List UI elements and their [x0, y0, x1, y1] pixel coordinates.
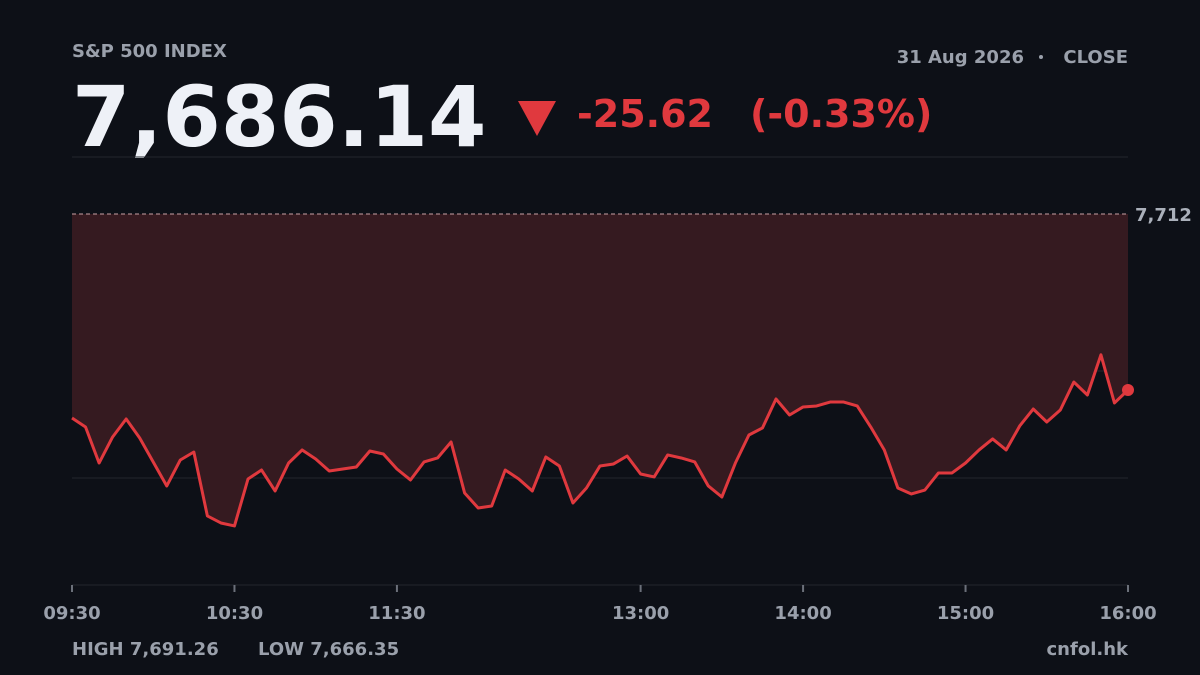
source: cnfol.hk — [1047, 639, 1130, 660]
x-tick-label: 09:30 — [43, 603, 100, 624]
high-label: HIGH — [72, 639, 124, 660]
low-value: 7,666.35 — [310, 639, 399, 660]
x-tick-label: 16:00 — [1099, 603, 1156, 624]
last-point — [1122, 383, 1134, 396]
area — [72, 214, 1128, 526]
x-tick-label: 11:30 — [368, 603, 425, 624]
x-tick-label: 13:00 — [612, 603, 669, 624]
date: 31 Aug 2026 — [897, 47, 1024, 68]
last-price: 7,686.14 — [72, 68, 487, 166]
reference-label: 7,712 — [1135, 205, 1192, 226]
high-value: 7,691.26 — [130, 639, 219, 660]
status: CLOSE — [1063, 47, 1128, 68]
down-arrow — [518, 101, 556, 136]
high: HIGH 7,691.26 — [72, 639, 219, 660]
x-tick-label: 14:00 — [774, 603, 831, 624]
low: LOW 7,666.35 — [258, 639, 399, 660]
x-tick-label: 15:00 — [937, 603, 994, 624]
separator-dot — [1039, 55, 1043, 59]
price-line — [71, 353, 1130, 528]
change-percent: (-0.33%) — [750, 92, 932, 136]
x-tick-label: 10:30 — [206, 603, 263, 624]
change: -25.62 — [577, 92, 713, 136]
index-title: S&P 500 INDEX — [72, 41, 227, 62]
low-label: LOW — [258, 639, 304, 660]
